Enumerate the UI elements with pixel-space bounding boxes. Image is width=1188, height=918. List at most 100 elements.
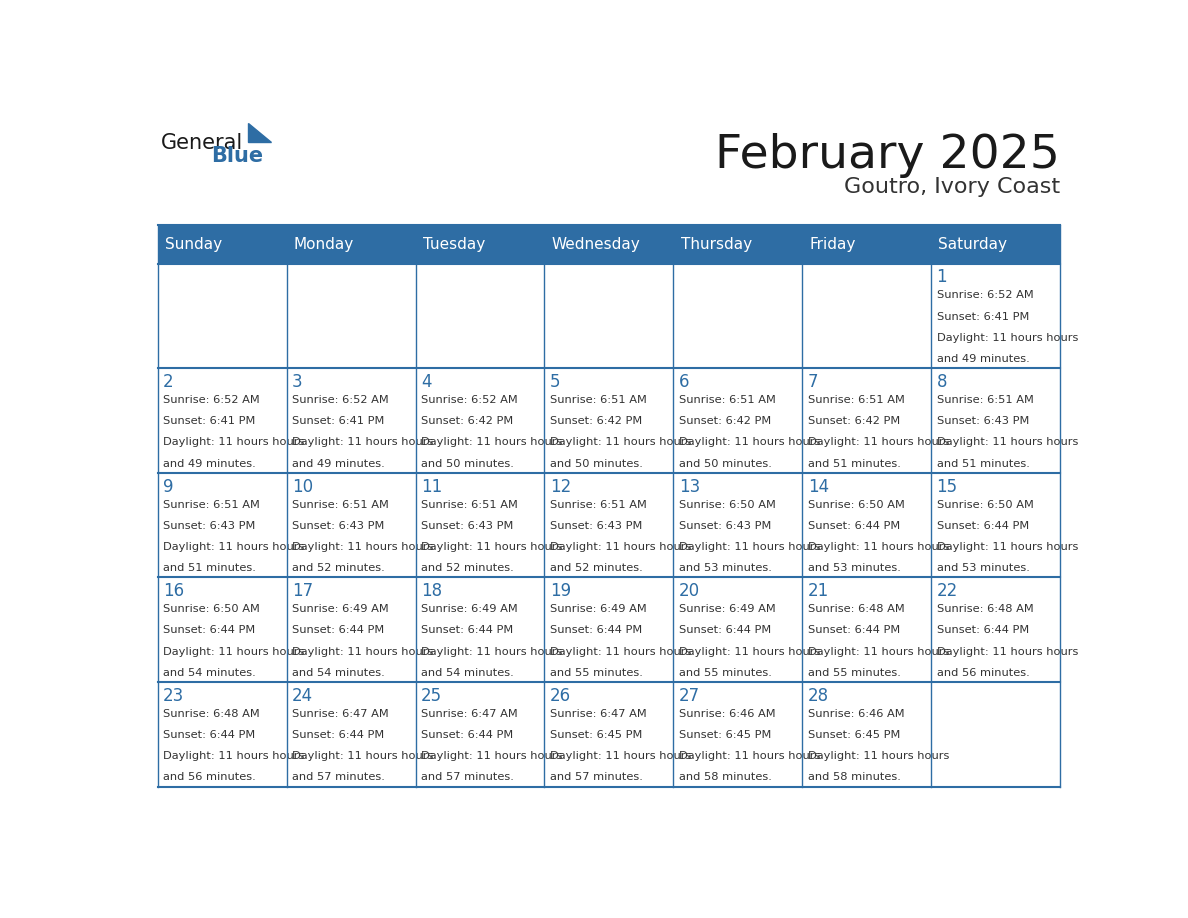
Bar <box>544 368 674 473</box>
Text: 22: 22 <box>936 582 958 600</box>
Text: Daylight: 11 hours hours: Daylight: 11 hours hours <box>292 438 434 447</box>
Text: Sunrise: 6:49 AM: Sunrise: 6:49 AM <box>678 604 776 614</box>
Bar <box>416 263 544 368</box>
Text: 1: 1 <box>936 268 947 286</box>
Text: Sunset: 6:43 PM: Sunset: 6:43 PM <box>163 521 255 531</box>
Text: and 53 minutes.: and 53 minutes. <box>936 564 1030 573</box>
Text: Sunrise: 6:51 AM: Sunrise: 6:51 AM <box>936 395 1034 405</box>
Text: and 53 minutes.: and 53 minutes. <box>678 564 772 573</box>
Text: 26: 26 <box>550 687 571 705</box>
Text: Sunset: 6:44 PM: Sunset: 6:44 PM <box>678 625 771 635</box>
Text: and 49 minutes.: and 49 minutes. <box>163 459 255 469</box>
Text: Sunrise: 6:49 AM: Sunrise: 6:49 AM <box>421 604 518 614</box>
Text: and 54 minutes.: and 54 minutes. <box>421 668 513 677</box>
Text: Sunset: 6:42 PM: Sunset: 6:42 PM <box>550 416 643 426</box>
Text: and 55 minutes.: and 55 minutes. <box>808 668 901 677</box>
Text: Daylight: 11 hours hours: Daylight: 11 hours hours <box>678 751 820 761</box>
Text: 27: 27 <box>678 687 700 705</box>
Text: Daylight: 11 hours hours: Daylight: 11 hours hours <box>421 751 562 761</box>
Text: Sunrise: 6:52 AM: Sunrise: 6:52 AM <box>163 395 260 405</box>
Bar <box>802 473 931 577</box>
Text: Sunrise: 6:46 AM: Sunrise: 6:46 AM <box>678 709 776 719</box>
Text: Daylight: 11 hours hours: Daylight: 11 hours hours <box>550 751 691 761</box>
Text: Sunset: 6:43 PM: Sunset: 6:43 PM <box>292 521 385 531</box>
Text: 13: 13 <box>678 477 700 496</box>
Text: Daylight: 11 hours hours: Daylight: 11 hours hours <box>678 646 820 656</box>
Text: Sunrise: 6:52 AM: Sunrise: 6:52 AM <box>421 395 518 405</box>
Text: Sunrise: 6:49 AM: Sunrise: 6:49 AM <box>292 604 388 614</box>
Text: Sunrise: 6:49 AM: Sunrise: 6:49 AM <box>550 604 646 614</box>
Text: Monday: Monday <box>293 237 354 252</box>
Text: Daylight: 11 hours hours: Daylight: 11 hours hours <box>292 646 434 656</box>
Text: Sunrise: 6:48 AM: Sunrise: 6:48 AM <box>936 604 1034 614</box>
Text: Daylight: 11 hours hours: Daylight: 11 hours hours <box>163 646 304 656</box>
Text: 20: 20 <box>678 582 700 600</box>
Text: and 57 minutes.: and 57 minutes. <box>421 772 514 782</box>
Text: Sunday: Sunday <box>165 237 222 252</box>
Bar <box>544 473 674 577</box>
Text: and 58 minutes.: and 58 minutes. <box>678 772 772 782</box>
Text: Daylight: 11 hours hours: Daylight: 11 hours hours <box>678 438 820 447</box>
Text: Sunrise: 6:51 AM: Sunrise: 6:51 AM <box>550 395 646 405</box>
Text: and 51 minutes.: and 51 minutes. <box>163 564 257 573</box>
Text: 9: 9 <box>163 477 173 496</box>
Text: and 57 minutes.: and 57 minutes. <box>292 772 385 782</box>
Text: Sunset: 6:44 PM: Sunset: 6:44 PM <box>163 730 255 740</box>
Text: Sunrise: 6:47 AM: Sunrise: 6:47 AM <box>550 709 646 719</box>
Text: Sunset: 6:41 PM: Sunset: 6:41 PM <box>936 311 1029 321</box>
Text: and 55 minutes.: and 55 minutes. <box>550 668 643 677</box>
Text: Wednesday: Wednesday <box>551 237 640 252</box>
Bar <box>158 682 286 787</box>
Bar <box>286 577 416 682</box>
Text: Sunset: 6:43 PM: Sunset: 6:43 PM <box>550 521 643 531</box>
Text: Daylight: 11 hours hours: Daylight: 11 hours hours <box>808 542 949 552</box>
Text: and 49 minutes.: and 49 minutes. <box>936 354 1029 364</box>
Text: 2: 2 <box>163 373 173 391</box>
Bar <box>802 263 931 368</box>
Bar <box>158 263 286 368</box>
Bar <box>802 682 931 787</box>
Text: and 56 minutes.: and 56 minutes. <box>163 772 255 782</box>
Text: Sunset: 6:44 PM: Sunset: 6:44 PM <box>936 625 1029 635</box>
Text: Sunset: 6:44 PM: Sunset: 6:44 PM <box>936 521 1029 531</box>
Text: 15: 15 <box>936 477 958 496</box>
Text: Sunrise: 6:52 AM: Sunrise: 6:52 AM <box>292 395 388 405</box>
Text: 3: 3 <box>292 373 303 391</box>
Bar <box>158 225 1060 263</box>
Text: Sunset: 6:44 PM: Sunset: 6:44 PM <box>550 625 643 635</box>
Text: 23: 23 <box>163 687 184 705</box>
Text: Thursday: Thursday <box>681 237 752 252</box>
Bar <box>416 473 544 577</box>
Text: Daylight: 11 hours hours: Daylight: 11 hours hours <box>808 646 949 656</box>
Bar <box>674 263 802 368</box>
Text: 24: 24 <box>292 687 314 705</box>
Text: and 54 minutes.: and 54 minutes. <box>292 668 385 677</box>
Text: Sunrise: 6:51 AM: Sunrise: 6:51 AM <box>550 499 646 509</box>
Text: Sunrise: 6:50 AM: Sunrise: 6:50 AM <box>936 499 1034 509</box>
Text: and 51 minutes.: and 51 minutes. <box>808 459 901 469</box>
Text: Sunrise: 6:50 AM: Sunrise: 6:50 AM <box>678 499 776 509</box>
Text: 12: 12 <box>550 477 571 496</box>
Text: and 58 minutes.: and 58 minutes. <box>808 772 901 782</box>
Bar <box>674 473 802 577</box>
Text: Sunset: 6:45 PM: Sunset: 6:45 PM <box>550 730 643 740</box>
Bar <box>158 577 286 682</box>
Text: Sunset: 6:41 PM: Sunset: 6:41 PM <box>163 416 255 426</box>
Text: Sunset: 6:44 PM: Sunset: 6:44 PM <box>163 625 255 635</box>
Bar <box>286 368 416 473</box>
Text: Sunset: 6:44 PM: Sunset: 6:44 PM <box>421 625 513 635</box>
Bar <box>158 368 286 473</box>
Text: 18: 18 <box>421 582 442 600</box>
Text: 6: 6 <box>678 373 689 391</box>
Bar <box>286 473 416 577</box>
Text: Sunrise: 6:51 AM: Sunrise: 6:51 AM <box>808 395 904 405</box>
Bar <box>416 577 544 682</box>
Text: Daylight: 11 hours hours: Daylight: 11 hours hours <box>163 751 304 761</box>
Text: and 54 minutes.: and 54 minutes. <box>163 668 255 677</box>
Text: Sunset: 6:44 PM: Sunset: 6:44 PM <box>808 521 901 531</box>
Text: Daylight: 11 hours hours: Daylight: 11 hours hours <box>163 542 304 552</box>
Bar <box>158 473 286 577</box>
Text: 25: 25 <box>421 687 442 705</box>
Text: Daylight: 11 hours hours: Daylight: 11 hours hours <box>421 542 562 552</box>
Bar <box>931 682 1060 787</box>
